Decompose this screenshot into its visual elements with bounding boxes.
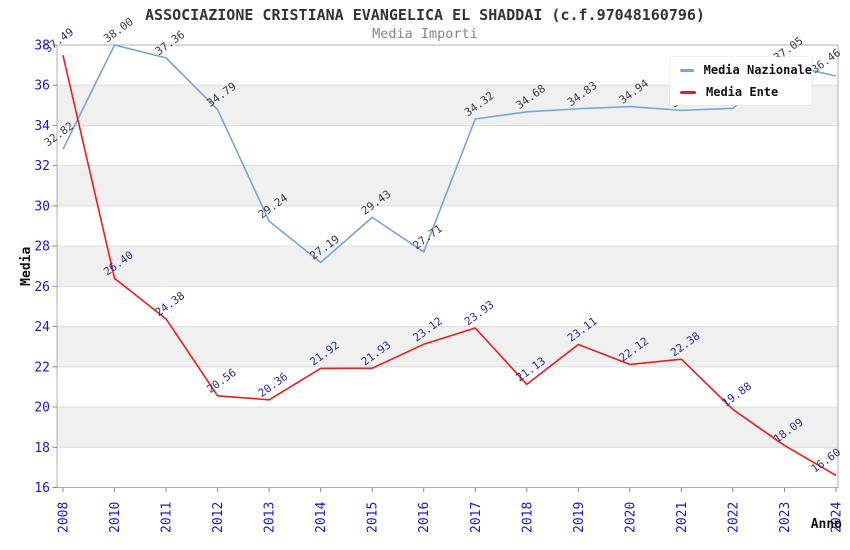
grid-band [57,326,838,367]
legend-line-swatch-nazionale [680,68,694,72]
legend-line-swatch-ente [680,90,696,94]
media-nazionale-line [62,44,837,264]
y-tick-label: 34 [34,119,50,134]
chart-subtitle: Media Importi [372,26,478,42]
ente-point-label: 19.88 [720,380,754,410]
x-tick-label: 2021 [675,502,690,533]
x-tick-label: 2011 [160,502,175,533]
ente-point-label: 37.49 [42,25,76,55]
x-tick-label: 2014 [314,502,329,533]
x-tick-label: 2017 [469,502,484,533]
grid-band [57,246,838,287]
y-axis-title: Media [19,247,34,286]
x-tick-label: 2024 [830,502,845,533]
legend-label-ente: Media Ente [706,85,779,99]
x-tick-label: 2010 [108,502,123,533]
y-tick-label: 36 [34,79,50,94]
media-ente-line [62,55,837,477]
y-tick-label: 38 [34,39,50,54]
y-tick-label: 16 [34,481,50,496]
x-tick-label: 2016 [417,502,432,533]
x-tick-label: 2018 [520,502,535,533]
y-tick-label: 28 [34,240,50,255]
x-tick-label: 2019 [572,502,587,533]
nazionale-point-label: 38.00 [101,15,135,45]
x-tick-label: 2023 [778,502,793,533]
legend-label-nazionale: Media Nazionale [703,63,812,77]
plot-border [56,44,839,488]
nazionale-point-label: 37.36 [153,28,187,58]
y-tick-label: 22 [34,360,50,375]
legend: Media Nazionale Media Ente [670,57,812,105]
ente-point-label: 23.93 [462,298,496,328]
y-tick-label: 18 [34,441,50,456]
y-tick-label: 20 [34,401,50,416]
x-tick-label: 2020 [623,502,638,533]
y-tick-label: 24 [34,320,50,335]
grid-band [57,165,838,206]
chart-title: ASSOCIAZIONE CRISTIANA EVANGELICA EL SHA… [145,6,705,24]
legend-item-media-nazionale: Media Nazionale [670,62,812,78]
x-tick-label: 2008 [57,502,72,533]
x-tick-label: 2015 [366,502,381,533]
x-tick-label: 2022 [726,502,741,533]
x-tick-label: 2013 [263,502,278,533]
y-tick-label: 32 [34,159,50,174]
legend-item-media-ente: Media Ente [670,84,812,100]
ente-point-label: 24.38 [153,289,187,319]
grid-band [57,407,838,448]
x-axis-title: Anno [811,517,842,532]
y-tick-label: 26 [34,280,50,295]
ente-point-label: 20.56 [204,366,238,396]
ente-point-label: 20.36 [256,370,290,400]
x-tick-label: 2012 [211,502,226,533]
y-tick-label: 30 [34,199,50,214]
